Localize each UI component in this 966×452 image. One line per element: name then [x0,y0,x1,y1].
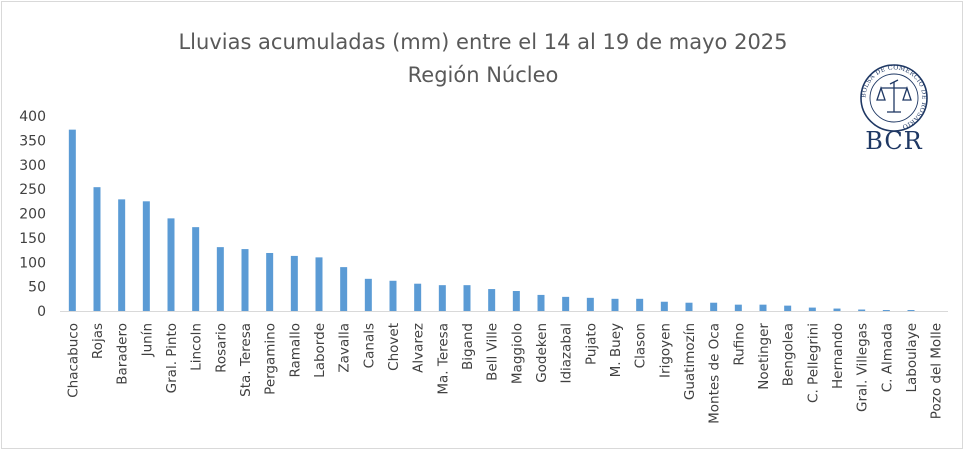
chart-title: Lluvias acumuladas (mm) entre el 14 al 1… [178,30,787,54]
y-tick-label: 0 [37,304,46,320]
bar [192,227,200,311]
y-tick-label: 50 [28,280,46,296]
x-tick-label: Alvarez [411,323,427,373]
bar [907,310,915,311]
x-tick-label: Ma. Teresa [435,323,451,395]
x-tick-label: Bigand [460,323,476,370]
bar [685,302,693,311]
bar [784,305,792,311]
x-tick-label: Clason [633,323,649,368]
x-tick-label: M. Buey [608,323,624,377]
bar [833,308,841,311]
x-axis: Chacabuco Rojas Baradero Junín Gral. Pinto Li… [65,323,944,424]
x-tick-label: Pozo del Molle [929,323,945,419]
x-tick-label: Noetinger [756,323,772,390]
bar [118,199,126,311]
x-tick-label: Laborde [312,323,328,378]
bar [512,291,520,311]
chart-subtitle: Región Núcleo [408,63,559,87]
bar [488,289,496,311]
bar [808,307,816,311]
x-tick-label: Pujato [583,323,599,365]
y-tick-label: 350 [19,133,46,149]
x-tick-label: Rufino [731,323,747,366]
x-tick-label: Montes de Oca [707,323,723,424]
x-tick-label: Baradero [115,323,131,385]
y-tick-label: 200 [19,207,46,223]
x-tick-label: C. Almada [879,323,895,392]
x-tick-label: Hernando [830,323,846,389]
x-tick-label: Guatimozín [682,323,698,400]
x-tick-label: Canals [361,323,377,368]
x-tick-label: Rosario [213,323,229,373]
bar [364,278,372,311]
bar [414,283,422,311]
x-tick-label: Godeken [534,323,550,383]
x-tick-label: Irigoyen [657,323,673,378]
x-tick-label: Chovet [386,323,402,371]
x-tick-label: Junín [139,323,155,357]
x-tick-label: C. Pellegrini [805,323,821,403]
bar [710,302,718,311]
y-axis: 0 50 100 150 200 250 300 350 400 [19,109,46,320]
y-tick-label: 100 [19,255,46,271]
bar [389,280,397,311]
x-tick-label: Ramallo [287,323,303,378]
bars [68,129,915,311]
x-tick-label: Gral. Pinto [164,323,180,393]
bar [315,257,323,311]
bcr-logo-text: BCR [865,127,923,155]
bar [636,298,644,311]
x-tick-label: Idiazabal [559,323,575,384]
x-tick-label: Bell Ville [485,323,501,381]
bcr-logo: BOLSA DE COMERCIO DE ROSARIO [860,64,928,132]
y-tick-label: 250 [19,182,46,198]
bar [93,187,101,311]
x-tick-label: Maggiolo [509,323,525,384]
y-tick-label: 400 [19,109,46,125]
bar [438,285,446,311]
bar [882,310,890,311]
x-tick-label: Bengolea [781,323,797,386]
bar [266,252,274,311]
bar [660,301,668,311]
x-tick-label: Rojas [90,323,106,359]
bcr-seal-icon: BOLSA DE COMERCIO DE ROSARIO [860,64,928,132]
bar [216,247,224,311]
bar [562,296,570,311]
x-tick-label: Chacabuco [65,323,81,398]
y-tick-label: 150 [19,231,46,247]
y-tick-label: 300 [19,158,46,174]
bar [537,294,545,311]
bar [167,218,175,311]
x-tick-label: Sta. Teresa [238,323,254,397]
bar [858,309,866,311]
bar [340,267,348,311]
bar [611,298,619,311]
bar [759,304,767,311]
bar [290,255,298,311]
x-tick-label: Lincoln [189,323,205,371]
x-tick-label: Zavalla [337,323,353,373]
x-tick-label: Pergamino [263,323,279,395]
bar [142,201,150,311]
bar [734,304,742,311]
x-tick-label: Laboulaye [904,323,920,393]
x-tick-label: Gral. Villegas [855,323,871,412]
bar [68,129,76,311]
bar [463,285,471,311]
bar [241,249,249,311]
bar [586,297,594,311]
